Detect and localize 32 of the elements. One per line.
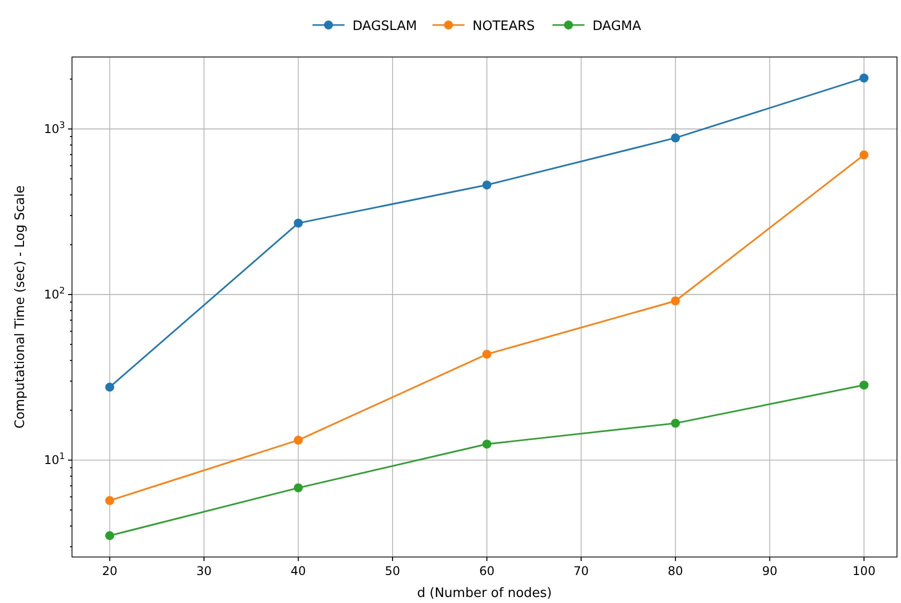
x-tick-label: 60 [479, 564, 494, 578]
x-tick-label: 80 [668, 564, 684, 578]
legend-label: DAGSLAM [352, 19, 417, 34]
point [860, 74, 868, 83]
point [482, 350, 492, 359]
point [294, 218, 303, 228]
point [670, 133, 680, 142]
x-tick-label: 50 [384, 564, 400, 578]
point [860, 150, 868, 160]
x-tick-label: 90 [762, 564, 778, 578]
point [294, 483, 303, 492]
y-tick-label: 10$^{1}$ [44, 452, 65, 468]
point [482, 440, 492, 449]
y-tick-label: 10$^{2}$ [44, 286, 65, 302]
x-axis-title: d (Number of nodes) [417, 586, 552, 601]
point [670, 296, 680, 306]
x-tick-label: 20 [102, 564, 118, 578]
point [482, 180, 492, 190]
x-tick-label: 40 [290, 564, 306, 578]
y-tick-label: 10$^{3}$ [44, 120, 65, 136]
x-tick-label: 100 [852, 564, 876, 578]
y-axis-title: Computational Time (sec) - Log Scale [13, 185, 28, 429]
x-tick-label: 70 [574, 564, 589, 578]
x-tick-label: 30 [196, 564, 212, 578]
point [670, 418, 680, 428]
point [294, 436, 303, 445]
legend-label: DAGMA [592, 19, 642, 34]
point [105, 382, 114, 392]
point [860, 380, 868, 390]
legend-label: NOTEARS [472, 19, 535, 34]
point [105, 496, 114, 506]
point [105, 531, 114, 540]
